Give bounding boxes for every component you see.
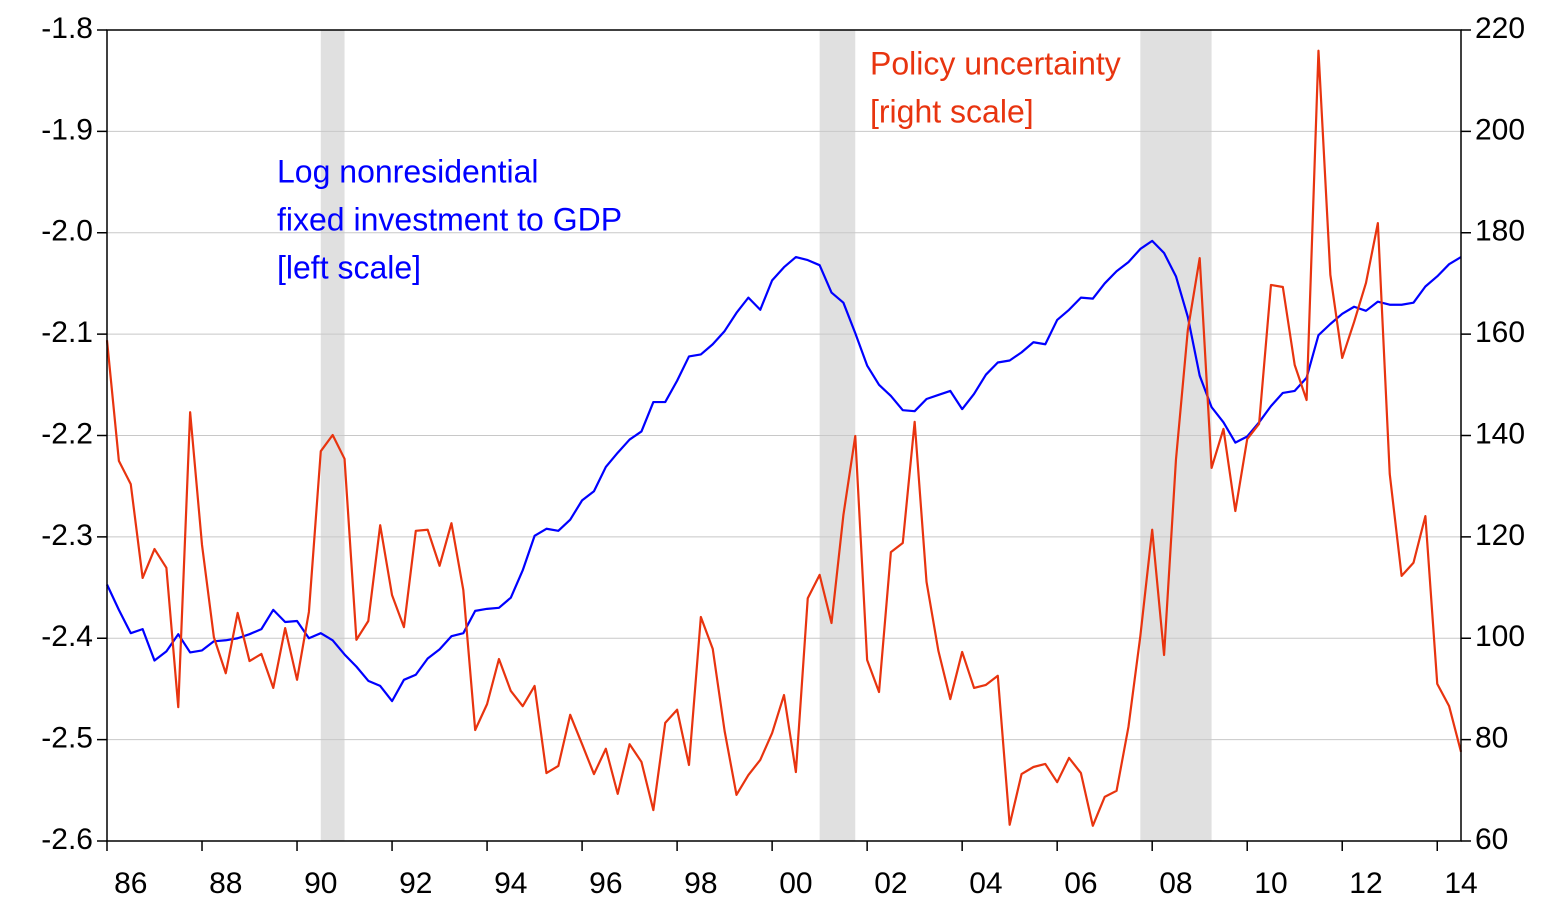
y-tick-label: -1.8 [41,12,93,45]
y-tick-label: -2.0 [41,215,93,248]
y2-tick-label: 100 [1475,620,1525,653]
x-tick-label: 98 [684,867,717,900]
x-tick-label: 06 [1064,867,1097,900]
y-tick-label: -2.4 [41,620,93,653]
series-label: fixed investment to GDP [277,201,622,237]
x-tick-label: 86 [114,867,147,900]
series-label: [right scale] [870,93,1034,129]
x-tick-label: 14 [1444,867,1477,900]
y2-tick-label: 140 [1475,417,1525,450]
x-tick-label: 96 [589,867,622,900]
x-tick-label: 88 [209,867,242,900]
x-tick-label: 00 [779,867,812,900]
y2-tick-label: 180 [1475,215,1525,248]
x-tick-label: 92 [399,867,432,900]
series-label: Policy uncertainty [870,45,1121,81]
series-line [106,239,1462,703]
y-tick-label: -2.1 [41,316,93,349]
y-tick-label: -2.2 [41,417,93,450]
y-tick-label: -2.6 [41,823,93,856]
series-line [105,49,1463,827]
series-label: [left scale] [277,249,421,285]
y2-tick-label: 200 [1475,113,1525,146]
x-tick-label: 08 [1159,867,1192,900]
y-tick-label: -2.5 [41,722,93,755]
y-tick-label: -1.9 [41,113,93,146]
x-tick-label: 94 [494,867,527,900]
y2-tick-label: 120 [1475,519,1525,552]
series-label: Log nonresidential [277,153,539,189]
x-tick-label: 12 [1349,867,1382,900]
x-tick-label: 02 [874,867,907,900]
y2-tick-label: 220 [1475,12,1525,45]
y2-tick-label: 160 [1475,316,1525,349]
x-tick-label: 04 [969,867,1002,900]
y-tick-label: -2.3 [41,519,93,552]
plot-frame [106,29,1462,842]
x-tick-label: 90 [304,867,337,900]
x-tick-label: 10 [1254,867,1287,900]
y2-tick-label: 80 [1475,722,1508,755]
y2-tick-label: 60 [1475,823,1508,856]
